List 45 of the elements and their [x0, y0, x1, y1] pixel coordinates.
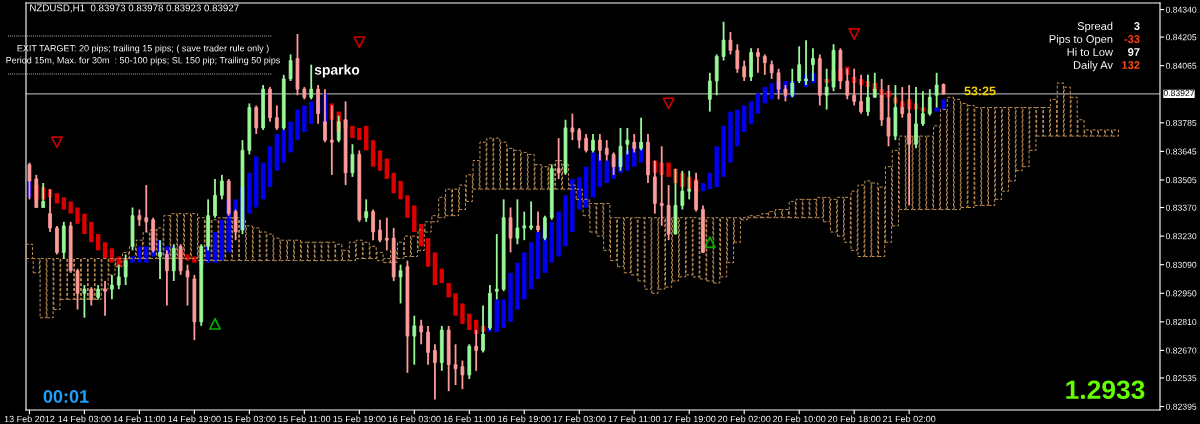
- x-tick-label: 16 Feb 03:00: [388, 415, 441, 423]
- x-tick-label: 14 Feb 11:00: [113, 415, 166, 423]
- x-tick-label: 15 Feb 03:00: [223, 415, 276, 423]
- annotation: 97: [1128, 48, 1140, 56]
- x-tick-label: 15 Feb 19:00: [333, 415, 386, 423]
- x-tick-label: 20 Feb 02:00: [718, 415, 771, 423]
- x-tick-label: 17 Feb 19:00: [663, 415, 716, 423]
- y-tick-label: 0.82535: [1165, 375, 1197, 382]
- x-tick-label: 17 Feb 11:00: [608, 415, 661, 423]
- x-tick-label: 21 Feb 02:00: [883, 415, 936, 423]
- y-tick-label: 0.82950: [1165, 290, 1197, 297]
- x-tick-label: 20 Feb 18:00: [828, 415, 881, 423]
- y-tick-label: 0.83090: [1165, 261, 1197, 268]
- x-tick-label: 16 Feb 19:00: [498, 415, 551, 423]
- annotation: 00:01: [43, 390, 89, 403]
- chart-title: NZDUSD,H1 0.83973 0.83978 0.83923 0.83927: [30, 4, 239, 13]
- y-tick-label: 0.83505: [1165, 177, 1197, 184]
- y-tick-label: 0.83230: [1165, 233, 1197, 240]
- y-tick-label: 0.82395: [1165, 403, 1197, 410]
- annotation: 1.2933: [1066, 380, 1145, 400]
- annotation: Pips to Open: [1049, 34, 1113, 46]
- x-tick-label: 14 Feb 03:00: [58, 415, 111, 423]
- annotation: 53:25: [964, 86, 996, 96]
- y-tick-label: 0.83370: [1165, 204, 1197, 211]
- x-tick-label: 14 Feb 19:00: [168, 415, 221, 423]
- y-tick-label: 0.84340: [1165, 6, 1197, 13]
- annotation: Spread: [1077, 21, 1113, 33]
- x-tick-label: 16 Feb 11:00: [443, 415, 496, 423]
- y-tick-label: 0.83645: [1165, 148, 1197, 155]
- annotation: 132: [1122, 61, 1140, 69]
- y-tick-label: 0.84205: [1165, 34, 1197, 41]
- x-tick-label: 13 Feb 2012: [4, 415, 55, 423]
- annotation: Hi to Low: [1067, 47, 1114, 56]
- ref-line-label: 0.83927: [1163, 90, 1195, 97]
- y-tick-label: 0.84065: [1165, 62, 1197, 69]
- y-tick-label: 0.82670: [1165, 347, 1197, 354]
- x-tick-label: 15 Feb 11:00: [278, 415, 331, 423]
- annotation: -33: [1124, 35, 1140, 43]
- x-tick-label: 17 Feb 03:00: [553, 415, 606, 423]
- annotation: sparko: [314, 64, 360, 78]
- x-tick-label: 20 Feb 10:00: [773, 415, 826, 423]
- y-tick-label: 0.82810: [1165, 318, 1197, 326]
- annotation: Daily Av: [1073, 60, 1113, 72]
- y-tick-label: 0.83785: [1165, 119, 1197, 127]
- annotation: 3: [1134, 22, 1140, 30]
